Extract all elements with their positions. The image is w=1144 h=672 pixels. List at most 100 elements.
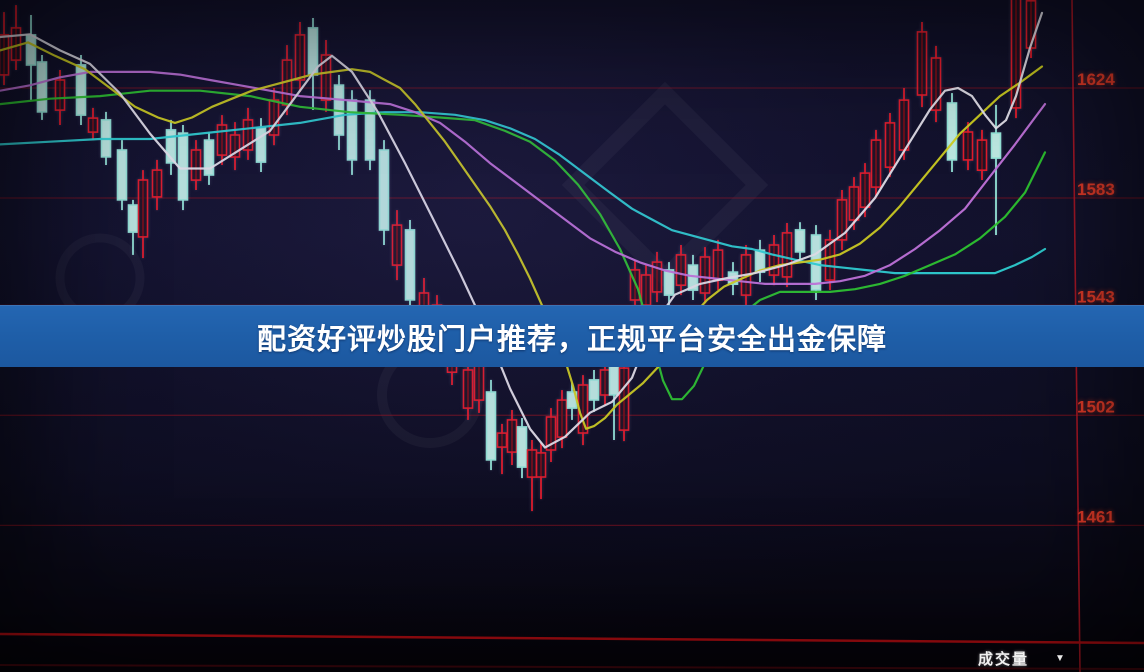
- moving-averages-layer: [0, 11, 1047, 449]
- candle-body-down: [516, 426, 528, 468]
- candlestick: [781, 223, 793, 288]
- candlestick: [116, 140, 128, 211]
- candle-body-up: [0, 34, 10, 76]
- y-axis-label: 1583: [1077, 180, 1115, 199]
- candlestick: [754, 239, 766, 282]
- candlestick: [794, 222, 806, 263]
- candle-body-up: [556, 399, 568, 438]
- panel-divider-line: [0, 632, 1144, 645]
- candle-body-down: [364, 99, 376, 161]
- candle-body-up: [781, 232, 793, 278]
- candlestick: [870, 129, 882, 197]
- candlestick: [506, 410, 518, 465]
- candlestick: [962, 122, 974, 171]
- candle-body-up: [699, 256, 711, 294]
- watermark-diamond: [561, 81, 769, 289]
- candle-body-up: [54, 79, 66, 111]
- candlestick: [151, 159, 163, 211]
- candlestick: [699, 247, 711, 304]
- candle-body-up: [768, 244, 780, 276]
- candle-body-up: [535, 452, 547, 478]
- candle-body-up: [1025, 0, 1037, 49]
- candlestick: [675, 245, 687, 296]
- candle-body-up: [916, 31, 928, 96]
- candle-body-down: [75, 64, 87, 116]
- candlestick: [25, 15, 37, 101]
- MA-yellow-line: [0, 41, 1044, 430]
- candles-layer: [0, 0, 1037, 512]
- candle-body-up: [294, 34, 306, 81]
- candlestick: [87, 107, 99, 141]
- y-axis-label: 1502: [1077, 397, 1115, 416]
- candlestick: [712, 239, 724, 290]
- candle-body-up: [320, 54, 332, 101]
- candlestick: [137, 170, 149, 259]
- candle-body-up: [675, 254, 687, 286]
- candlestick: [242, 107, 254, 160]
- candle-body-up: [651, 261, 663, 293]
- candlestick: [294, 22, 306, 92]
- candlestick: [588, 370, 600, 412]
- candlestick: [10, 5, 22, 70]
- candle-body-down: [378, 149, 390, 231]
- sub-divider-line: [0, 664, 1144, 670]
- candle-body-down: [404, 229, 416, 301]
- candle-body-down: [36, 61, 48, 113]
- candlestick: [346, 90, 358, 175]
- candlestick: [651, 251, 663, 303]
- promo-banner-text: 配资好评炒股门户推荐，正规平台安全出金保障: [256, 323, 887, 356]
- volume-indicator-selector[interactable]: 成交量 ▼: [978, 648, 1065, 669]
- candlestick: [916, 22, 928, 108]
- candlestick: [516, 418, 528, 479]
- candle-body-down: [25, 34, 37, 66]
- MA-magenta-line: [0, 70, 1047, 285]
- candle-body-up: [962, 131, 974, 161]
- candle-body-up: [859, 172, 871, 209]
- chevron-down-icon[interactable]: ▼: [1055, 653, 1065, 664]
- candlestick: [378, 140, 390, 245]
- candlestick: [663, 262, 675, 306]
- candlestick: [898, 88, 910, 160]
- candle-body-up: [870, 139, 882, 188]
- candle-body-up: [506, 419, 518, 453]
- candle-body-up: [930, 57, 942, 111]
- candle-body-down: [485, 391, 497, 461]
- candle-body-down: [127, 204, 139, 233]
- candle-body-down: [946, 102, 958, 161]
- candle-body-up: [712, 249, 724, 282]
- candle-body-up: [190, 149, 202, 181]
- candle-body-up: [545, 416, 557, 451]
- candlestick: [545, 408, 557, 462]
- candlestick: [190, 140, 202, 190]
- candlestick: [768, 235, 780, 286]
- candle-body-up: [242, 119, 254, 151]
- y-axis-label: 1543: [1077, 287, 1115, 306]
- volume-label: 成交量: [978, 651, 1030, 668]
- candle-body-up: [898, 99, 910, 151]
- candlestick: [404, 220, 416, 310]
- candlestick: [127, 199, 139, 255]
- candlestick: [976, 129, 988, 180]
- candle-body-up: [1010, 0, 1022, 109]
- candle-body-up: [976, 139, 988, 172]
- candle-body-up: [526, 449, 538, 478]
- candlestick: [36, 55, 48, 120]
- candle-body-down: [588, 379, 600, 401]
- candlestick: [1025, 0, 1037, 58]
- candle-body-down: [177, 132, 189, 201]
- candle-body-up: [216, 124, 228, 156]
- candlestick: [485, 379, 497, 471]
- candle-body-up: [87, 117, 99, 133]
- candlestick: [526, 440, 538, 512]
- candlestick: [930, 45, 942, 123]
- promo-banner: 配资好评炒股门户推荐，正规平台安全出金保障: [0, 305, 1144, 367]
- candle-body-down: [165, 129, 177, 164]
- candle-body-up: [462, 369, 474, 409]
- candlestick: [268, 88, 280, 146]
- candlestick: [320, 40, 332, 112]
- candle-body-up: [137, 179, 149, 238]
- candlestick: [203, 132, 215, 185]
- candle-body-up: [824, 239, 836, 281]
- candle-body-up: [268, 99, 280, 136]
